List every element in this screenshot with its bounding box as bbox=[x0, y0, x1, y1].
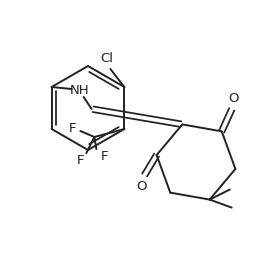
Text: O: O bbox=[136, 180, 147, 192]
Text: F: F bbox=[68, 123, 76, 135]
Text: NH: NH bbox=[70, 85, 89, 97]
Text: F: F bbox=[101, 151, 108, 163]
Text: F: F bbox=[77, 154, 84, 168]
Text: O: O bbox=[229, 92, 239, 105]
Text: Cl: Cl bbox=[100, 52, 113, 66]
